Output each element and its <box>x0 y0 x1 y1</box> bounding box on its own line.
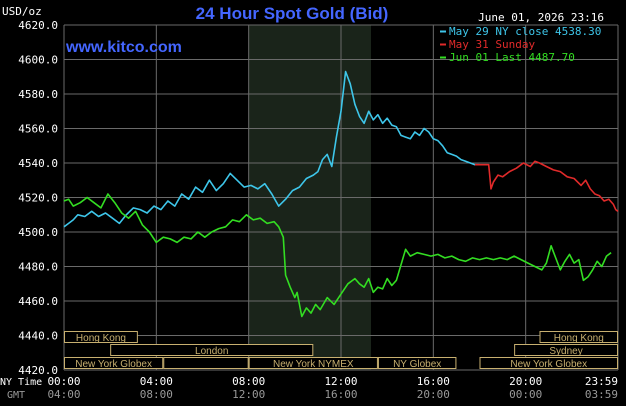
session-box <box>64 357 164 369</box>
session-box <box>248 357 378 369</box>
y-tick-label: 4480.0 <box>18 261 58 274</box>
y-tick-label: 4420.0 <box>18 364 58 377</box>
session-box <box>64 331 138 343</box>
y-tick-label: 4540.0 <box>18 157 58 170</box>
session-box <box>539 331 618 343</box>
x-tick-label-ny: 08:00 <box>232 375 265 388</box>
ny-time-label: NY Time <box>0 377 42 388</box>
session-box <box>163 357 249 369</box>
x-tick-label-gmt: 03:59 <box>585 388 618 401</box>
x-tick-label-gmt: 16:00 <box>324 388 357 401</box>
x-tick-label-gmt: 08:00 <box>140 388 173 401</box>
x-tick-label-ny: 16:00 <box>417 375 450 388</box>
series-line <box>63 193 612 318</box>
session-label: Sydney <box>549 346 582 357</box>
session-label: NY Globex <box>393 359 441 370</box>
session-box <box>514 344 618 356</box>
x-tick-label-ny: 04:00 <box>140 375 173 388</box>
session-label: New York NYMEX <box>273 359 354 370</box>
legend-entry: May 29 NY close 4538.30 <box>449 25 601 38</box>
y-tick-label: 4620.0 <box>18 19 58 32</box>
x-tick-label-gmt: 20:00 <box>417 388 450 401</box>
session-box <box>377 357 457 369</box>
session-label: Hong Kong <box>76 333 126 344</box>
x-tick-label-ny: 20:00 <box>509 375 542 388</box>
legend-entry: Jun 01 Last 4487.70 <box>449 51 575 64</box>
y-tick-label: 4580.0 <box>18 88 58 101</box>
session-label: New York Globex <box>75 359 152 370</box>
x-tick-label-gmt: 00:00 <box>509 388 542 401</box>
gmt-label: GMT <box>7 390 25 401</box>
session-box <box>479 357 618 369</box>
chart-date: June 01, 2026 23:16 <box>478 11 604 24</box>
x-axis: 00:0004:0004:0008:0008:0012:0012:0016:00… <box>47 375 618 401</box>
legend-entry: May 31 Sunday <box>449 38 535 51</box>
price-series <box>63 70 619 318</box>
x-tick-label-ny: 23:59 <box>585 375 618 388</box>
y-tick-label: 4520.0 <box>18 192 58 205</box>
x-tick-label-ny: 12:00 <box>324 375 357 388</box>
grid-lines <box>63 24 619 371</box>
chart-title: 24 Hour Spot Gold (Bid) <box>196 4 389 23</box>
session-label: Hong Kong <box>554 333 604 344</box>
unit-label: USD/oz <box>2 5 42 18</box>
y-tick-label: 4440.0 <box>18 330 58 343</box>
series-line <box>474 160 619 212</box>
session-label: London <box>195 346 228 357</box>
y-tick-label: 4560.0 <box>18 123 58 136</box>
y-tick-label: 4600.0 <box>18 54 58 67</box>
y-tick-label: 4500.0 <box>18 226 58 239</box>
session-label: New York Globex <box>510 359 587 370</box>
y-axis: 4620.0 4600.0 4580.0 4560.0 4540.0 4520.0 4500… <box>18 19 58 377</box>
y-tick-label: 4460.0 <box>18 295 58 308</box>
x-tick-label-gmt: 12:00 <box>232 388 265 401</box>
site-url: www.kitco.com <box>65 39 182 56</box>
market-sessions: Hong Kong Hong Kong London Sydney New York G… <box>64 331 618 370</box>
session-box <box>110 344 314 356</box>
series-line <box>63 70 480 228</box>
x-tick-label-ny: 00:00 <box>47 375 80 388</box>
x-tick-label-gmt: 04:00 <box>47 388 80 401</box>
